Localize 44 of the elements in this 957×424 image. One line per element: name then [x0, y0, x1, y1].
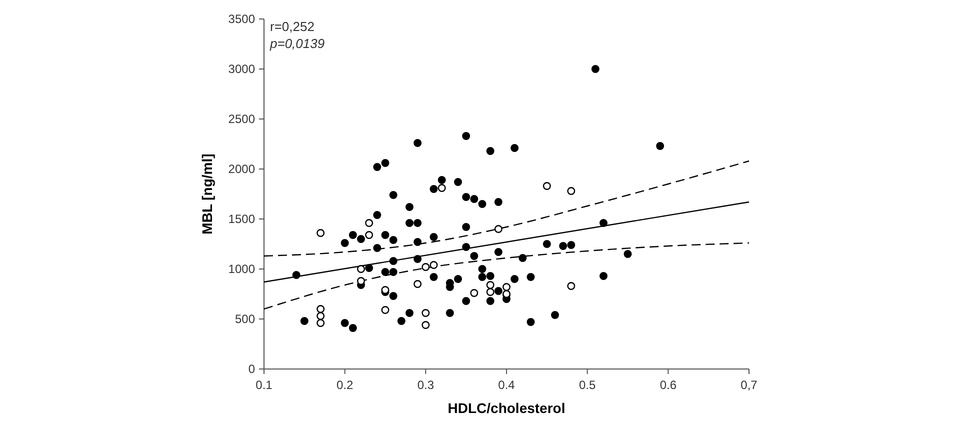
y-tick-label: 2500	[228, 112, 256, 126]
x-tick-label: 0.5	[578, 378, 596, 392]
line-series	[263, 160, 750, 257]
point	[486, 288, 494, 296]
annotation: r=0,252	[270, 19, 314, 34]
point	[316, 305, 325, 313]
x-tick-label: 0.2	[336, 378, 354, 392]
point	[438, 184, 446, 192]
y-tick-label: 500	[234, 312, 256, 326]
point	[357, 265, 365, 273]
y-tick-label: 1000	[228, 262, 256, 276]
point	[316, 319, 325, 327]
y-tick-label: 3000	[228, 62, 256, 76]
y-tick-label: 0	[248, 362, 256, 376]
point	[542, 182, 551, 190]
x-axis-title: HDLC/cholesterol	[448, 400, 566, 416]
point	[486, 281, 494, 289]
x-tick-label: 0.4	[498, 378, 516, 392]
y-tick-label: 3500	[228, 12, 256, 26]
point	[494, 225, 502, 233]
point	[430, 261, 438, 269]
y-tick-label: 2000	[228, 162, 256, 176]
point	[357, 277, 365, 285]
point	[316, 229, 325, 237]
point	[316, 312, 325, 320]
point	[422, 309, 430, 317]
point	[470, 289, 478, 297]
line-series	[263, 242, 750, 310]
x-tick-label: 0,7	[740, 378, 758, 392]
annotation: p=0,0139	[269, 36, 325, 51]
y-tick-label: 1500	[228, 212, 256, 226]
x-tick-label: 0.6	[660, 378, 677, 392]
point	[414, 280, 422, 288]
point	[365, 231, 374, 239]
point	[422, 321, 430, 329]
x-tick-label: 0.1	[256, 378, 273, 392]
point	[422, 263, 430, 271]
point	[567, 282, 576, 290]
x-tick-label: 0.3	[417, 378, 434, 392]
point	[365, 219, 374, 227]
point	[567, 187, 576, 195]
point	[381, 306, 390, 314]
point	[502, 283, 510, 291]
y-axis-title: MBL [ng/ml]	[199, 154, 215, 234]
